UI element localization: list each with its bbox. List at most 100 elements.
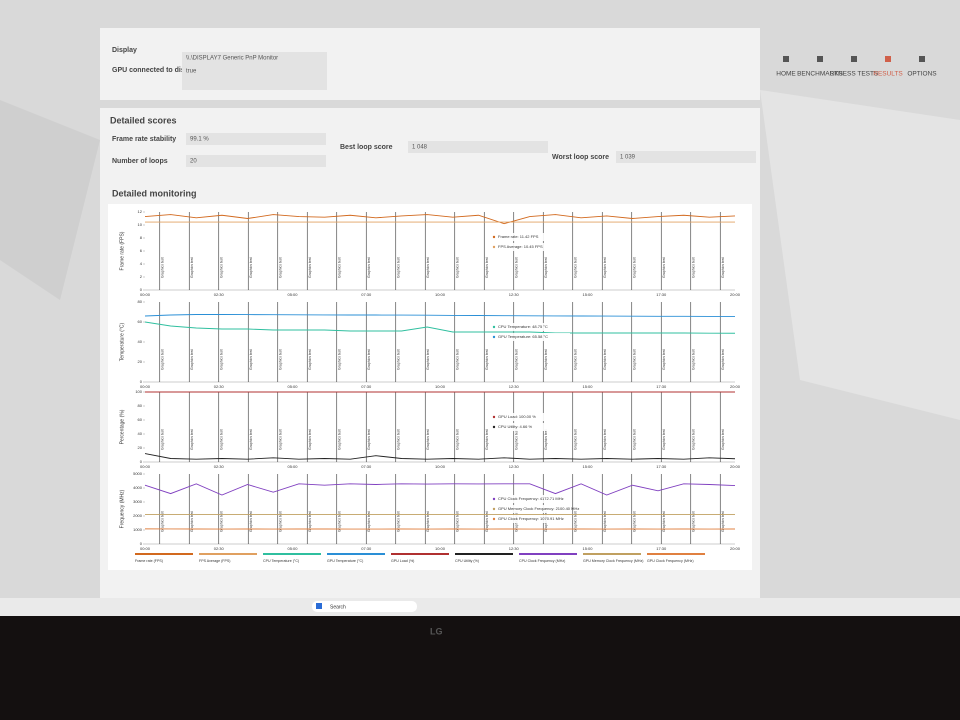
- loop-marker-label: Graphics test: [603, 257, 607, 278]
- legend-dot: [492, 325, 496, 329]
- x-tick-label: 17:30: [656, 292, 667, 297]
- y-tick-label: 4: [140, 261, 143, 266]
- y-tick-label: 40: [138, 431, 143, 436]
- loop-marker-label: Graphics test: [603, 429, 607, 450]
- y-tick-label: 5000: [133, 471, 143, 476]
- score-value: 1 048: [412, 145, 428, 151]
- x-tick-label: 00:00: [140, 292, 151, 297]
- loop-marker-label: Graphics test: [485, 429, 489, 450]
- loop-marker-label: Graphics test: [426, 511, 430, 532]
- x-tick-label: 05:00: [287, 464, 298, 469]
- taskbar: [0, 598, 960, 616]
- loop-marker-label: Graphics test: [574, 429, 578, 450]
- x-tick-label: 02:30: [214, 546, 225, 551]
- loop-marker-label: Graphics test: [692, 257, 696, 278]
- legend-label: Frame rate: 11.42 FPS: [498, 234, 539, 239]
- loop-marker-label: Graphics test: [544, 257, 548, 278]
- loop-marker-label: Graphics test: [249, 349, 253, 370]
- loop-marker-label: Graphics test: [367, 511, 371, 532]
- y-tick-label: 6: [140, 248, 143, 253]
- loop-marker-label: Graphics test: [721, 429, 725, 450]
- bg-shape: [0, 100, 100, 300]
- legend-box: [490, 515, 570, 523]
- legend-entry: CPU Utility (%): [455, 559, 479, 563]
- y-tick-label: 60: [138, 319, 143, 324]
- y-tick-label: 20: [138, 445, 143, 450]
- x-tick-label: 15:00: [582, 292, 593, 297]
- score-field: [186, 133, 326, 145]
- loop-marker-label: Graphics test: [456, 511, 460, 532]
- start-button[interactable]: [316, 603, 322, 609]
- loop-marker-label: Graphics test: [190, 257, 194, 278]
- charts: Frame rate (FPS) 0 2 4 6 8 10 12 Graphics test Gr…: [119, 209, 740, 563]
- x-tick-label: 10:00: [435, 546, 446, 551]
- loop-marker-label: Graphics test: [721, 511, 725, 532]
- x-tick-label: 00:00: [140, 464, 151, 469]
- loop-marker-label: Graphics test: [367, 429, 371, 450]
- loop-marker-label: Graphics test: [633, 511, 637, 532]
- loop-marker-label: Graphics test: [220, 257, 224, 278]
- loop-marker-label: Graphics test: [662, 429, 666, 450]
- x-tick-label: 20:00: [730, 292, 741, 297]
- nav-item[interactable]: RESULTS: [873, 71, 903, 78]
- legend-dot: [492, 235, 496, 239]
- loop-marker-label: Graphics test: [485, 257, 489, 278]
- loop-marker-label: Graphics test: [515, 349, 519, 370]
- y-tick-label: 2000: [133, 513, 143, 518]
- x-tick-label: 10:00: [435, 384, 446, 389]
- loop-marker-label: Graphics test: [308, 429, 312, 450]
- nav-item[interactable]: OPTIONS: [907, 71, 937, 78]
- x-tick-label: 05:00: [287, 546, 298, 551]
- legend-label: FPS Average: 10.45 FPS: [498, 244, 543, 249]
- series-line: [144, 321, 736, 334]
- legend-box: [490, 505, 570, 513]
- x-tick-label: 10:00: [435, 464, 446, 469]
- score-label: Worst loop score: [552, 154, 609, 161]
- legend-entry: CPU Clock Frequency (MHz): [519, 559, 565, 563]
- loop-marker-label: Graphics test: [544, 349, 548, 370]
- y-tick-label: 0: [140, 541, 143, 546]
- legend-box: [490, 413, 570, 421]
- x-tick-label: 12:30: [509, 464, 520, 469]
- loop-marker-label: Graphics test: [721, 257, 725, 278]
- loop-marker-label: Graphics test: [308, 511, 312, 532]
- search-box[interactable]: [312, 601, 417, 612]
- y-tick-label: 80: [138, 403, 143, 408]
- loop-marker-label: Graphics test: [456, 257, 460, 278]
- loop-marker-label: Graphics test: [308, 349, 312, 370]
- legend-entry: GPU Memory Clock Frequency (MHz): [583, 559, 644, 563]
- y-tick-label: 10: [138, 222, 143, 227]
- x-tick-label: 17:30: [656, 384, 667, 389]
- loop-marker-label: Graphics test: [603, 349, 607, 370]
- y-tick-label: 0: [140, 379, 143, 384]
- legend-entry: CPU Temperature (°C): [263, 559, 299, 563]
- legend-dot: [492, 517, 496, 521]
- series-line: [144, 483, 736, 496]
- bezel: [0, 616, 960, 720]
- loop-marker-label: Graphics test: [633, 257, 637, 278]
- scores: Frame rate stability 99.1 % Number of loop…: [112, 133, 756, 167]
- legend-box: [490, 243, 570, 251]
- y-tick-label: 40: [138, 339, 143, 344]
- nav-item[interactable]: BENCHMARKS: [797, 71, 844, 78]
- loop-marker-label: Graphics test: [161, 429, 165, 450]
- score-label: Number of loops: [112, 158, 168, 165]
- loop-marker-label: Graphics test: [249, 429, 253, 450]
- loop-marker-label: Graphics test: [397, 429, 401, 450]
- value: true: [186, 69, 197, 75]
- x-tick-label: 15:00: [582, 546, 593, 551]
- loop-marker-label: Graphics test: [515, 429, 519, 450]
- score-value: 99.1 %: [190, 137, 209, 143]
- nav-item[interactable]: STRESS TESTS: [830, 71, 879, 78]
- y-tick-label: 12: [138, 209, 143, 214]
- x-tick-label: 02:30: [214, 464, 225, 469]
- x-tick-label: 07:30: [361, 546, 372, 551]
- x-tick-label: 12:30: [509, 292, 520, 297]
- nav-item[interactable]: HOME: [776, 71, 796, 78]
- legend-label: GPU Temperature: 65.58 °C: [498, 334, 548, 339]
- loop-marker-label: Graphics test: [397, 511, 401, 532]
- loop-marker-label: Graphics test: [574, 349, 578, 370]
- score-field: [408, 141, 548, 153]
- legend-label: GPU Clock Frequency: 1070.91 MHz: [498, 516, 564, 521]
- score-value: 1 039: [620, 155, 636, 161]
